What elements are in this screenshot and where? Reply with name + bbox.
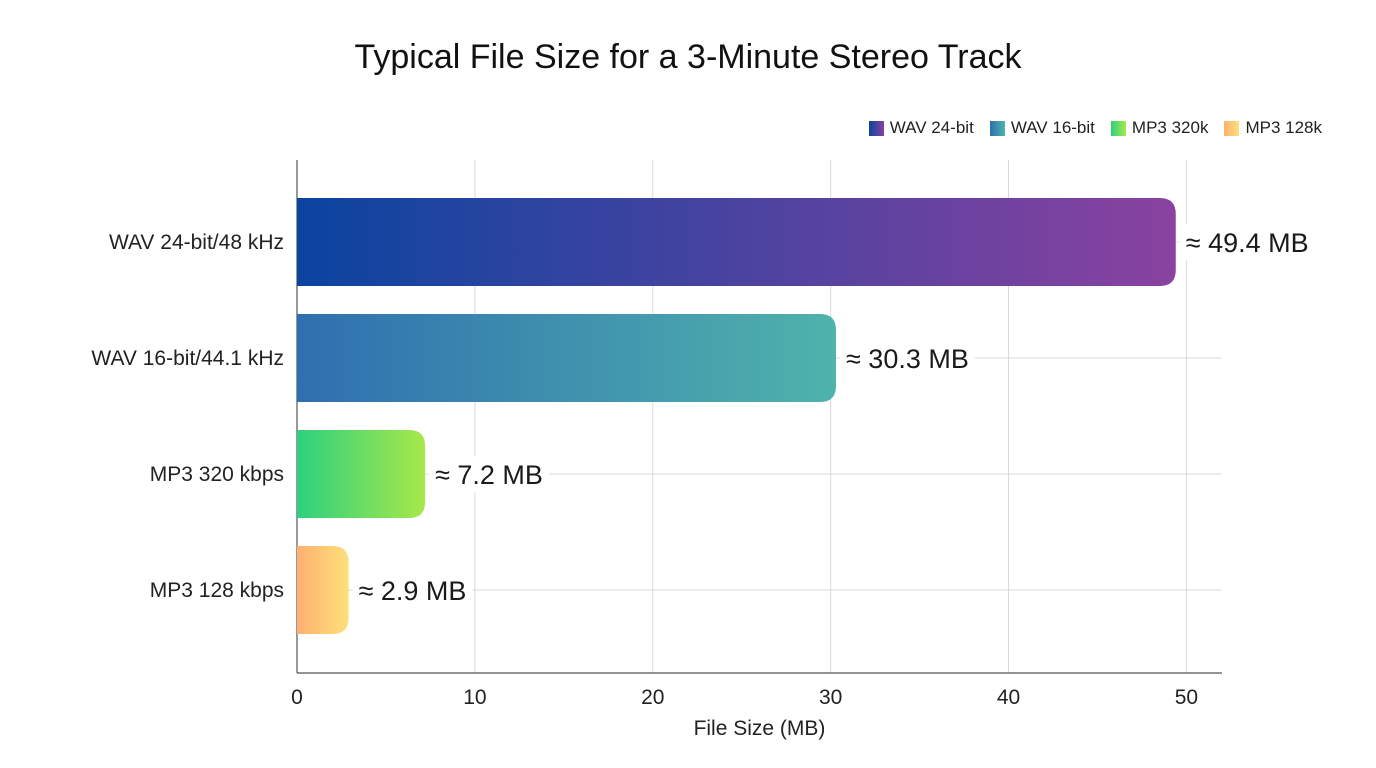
legend-swatch-wav-24 <box>868 120 884 136</box>
category-label-wav-16: WAV 16-bit/44.1 kHz <box>91 347 284 370</box>
data-label-bg-wav-16 <box>839 340 975 376</box>
category-label-mp3-320: MP3 320 kbps <box>150 463 284 486</box>
legend-label-mp3-320: MP3 320k <box>1131 118 1209 137</box>
x-tick-label-10: 10 <box>463 686 486 709</box>
bar-mp3-128 <box>297 546 349 634</box>
category-label-mp3-128: MP3 128 kbps <box>150 579 284 602</box>
legend: WAV 24-bit WAV 16-bit MP3 320k MP3 128k <box>868 118 1322 138</box>
category-label-wav-24: WAV 24-bit/48 kHz <box>109 231 284 254</box>
data-label-wav-16: ≈ 30.3 MB <box>846 344 969 374</box>
data-label-bg-mp3-320 <box>429 456 549 492</box>
legend-label-mp3-128: MP3 128k <box>1245 118 1322 137</box>
bar-wav-24 <box>297 198 1176 286</box>
legend-swatch-mp3-128 <box>1224 120 1240 136</box>
legend-item-mp3-128: MP3 128k <box>1224 118 1322 138</box>
bar-wav-16 <box>297 314 836 402</box>
x-tick-label-20: 20 <box>641 686 664 709</box>
x-axis-label: File Size (MB) <box>694 717 826 740</box>
bar-mp3-320 <box>297 430 426 518</box>
x-tick-label-50: 50 <box>1175 686 1198 709</box>
legend-label-wav-16: WAV 16-bit <box>1010 118 1095 137</box>
legend-swatch-wav-16 <box>989 120 1005 136</box>
data-label-mp3-128: ≈ 2.9 MB <box>359 576 467 606</box>
chart-title: Typical File Size for a 3-Minute Stereo … <box>354 38 1022 76</box>
x-tick-label-30: 30 <box>819 686 842 709</box>
data-label-bg-mp3-128 <box>352 572 473 608</box>
data-label-wav-24: ≈ 49.4 MB <box>1186 228 1309 258</box>
x-tick-label-0: 0 <box>291 686 303 709</box>
x-tick-label-40: 40 <box>997 686 1020 709</box>
data-label-mp3-320: ≈ 7.2 MB <box>435 460 543 490</box>
legend-item-wav-24: WAV 24-bit <box>868 118 974 138</box>
legend-item-wav-16: WAV 16-bit <box>989 118 1095 138</box>
data-label-bg-wav-24 <box>1179 224 1315 260</box>
legend-item-mp3-320: MP3 320k <box>1110 118 1209 138</box>
legend-swatch-mp3-320 <box>1110 120 1126 136</box>
legend-label-wav-24: WAV 24-bit <box>889 118 974 137</box>
